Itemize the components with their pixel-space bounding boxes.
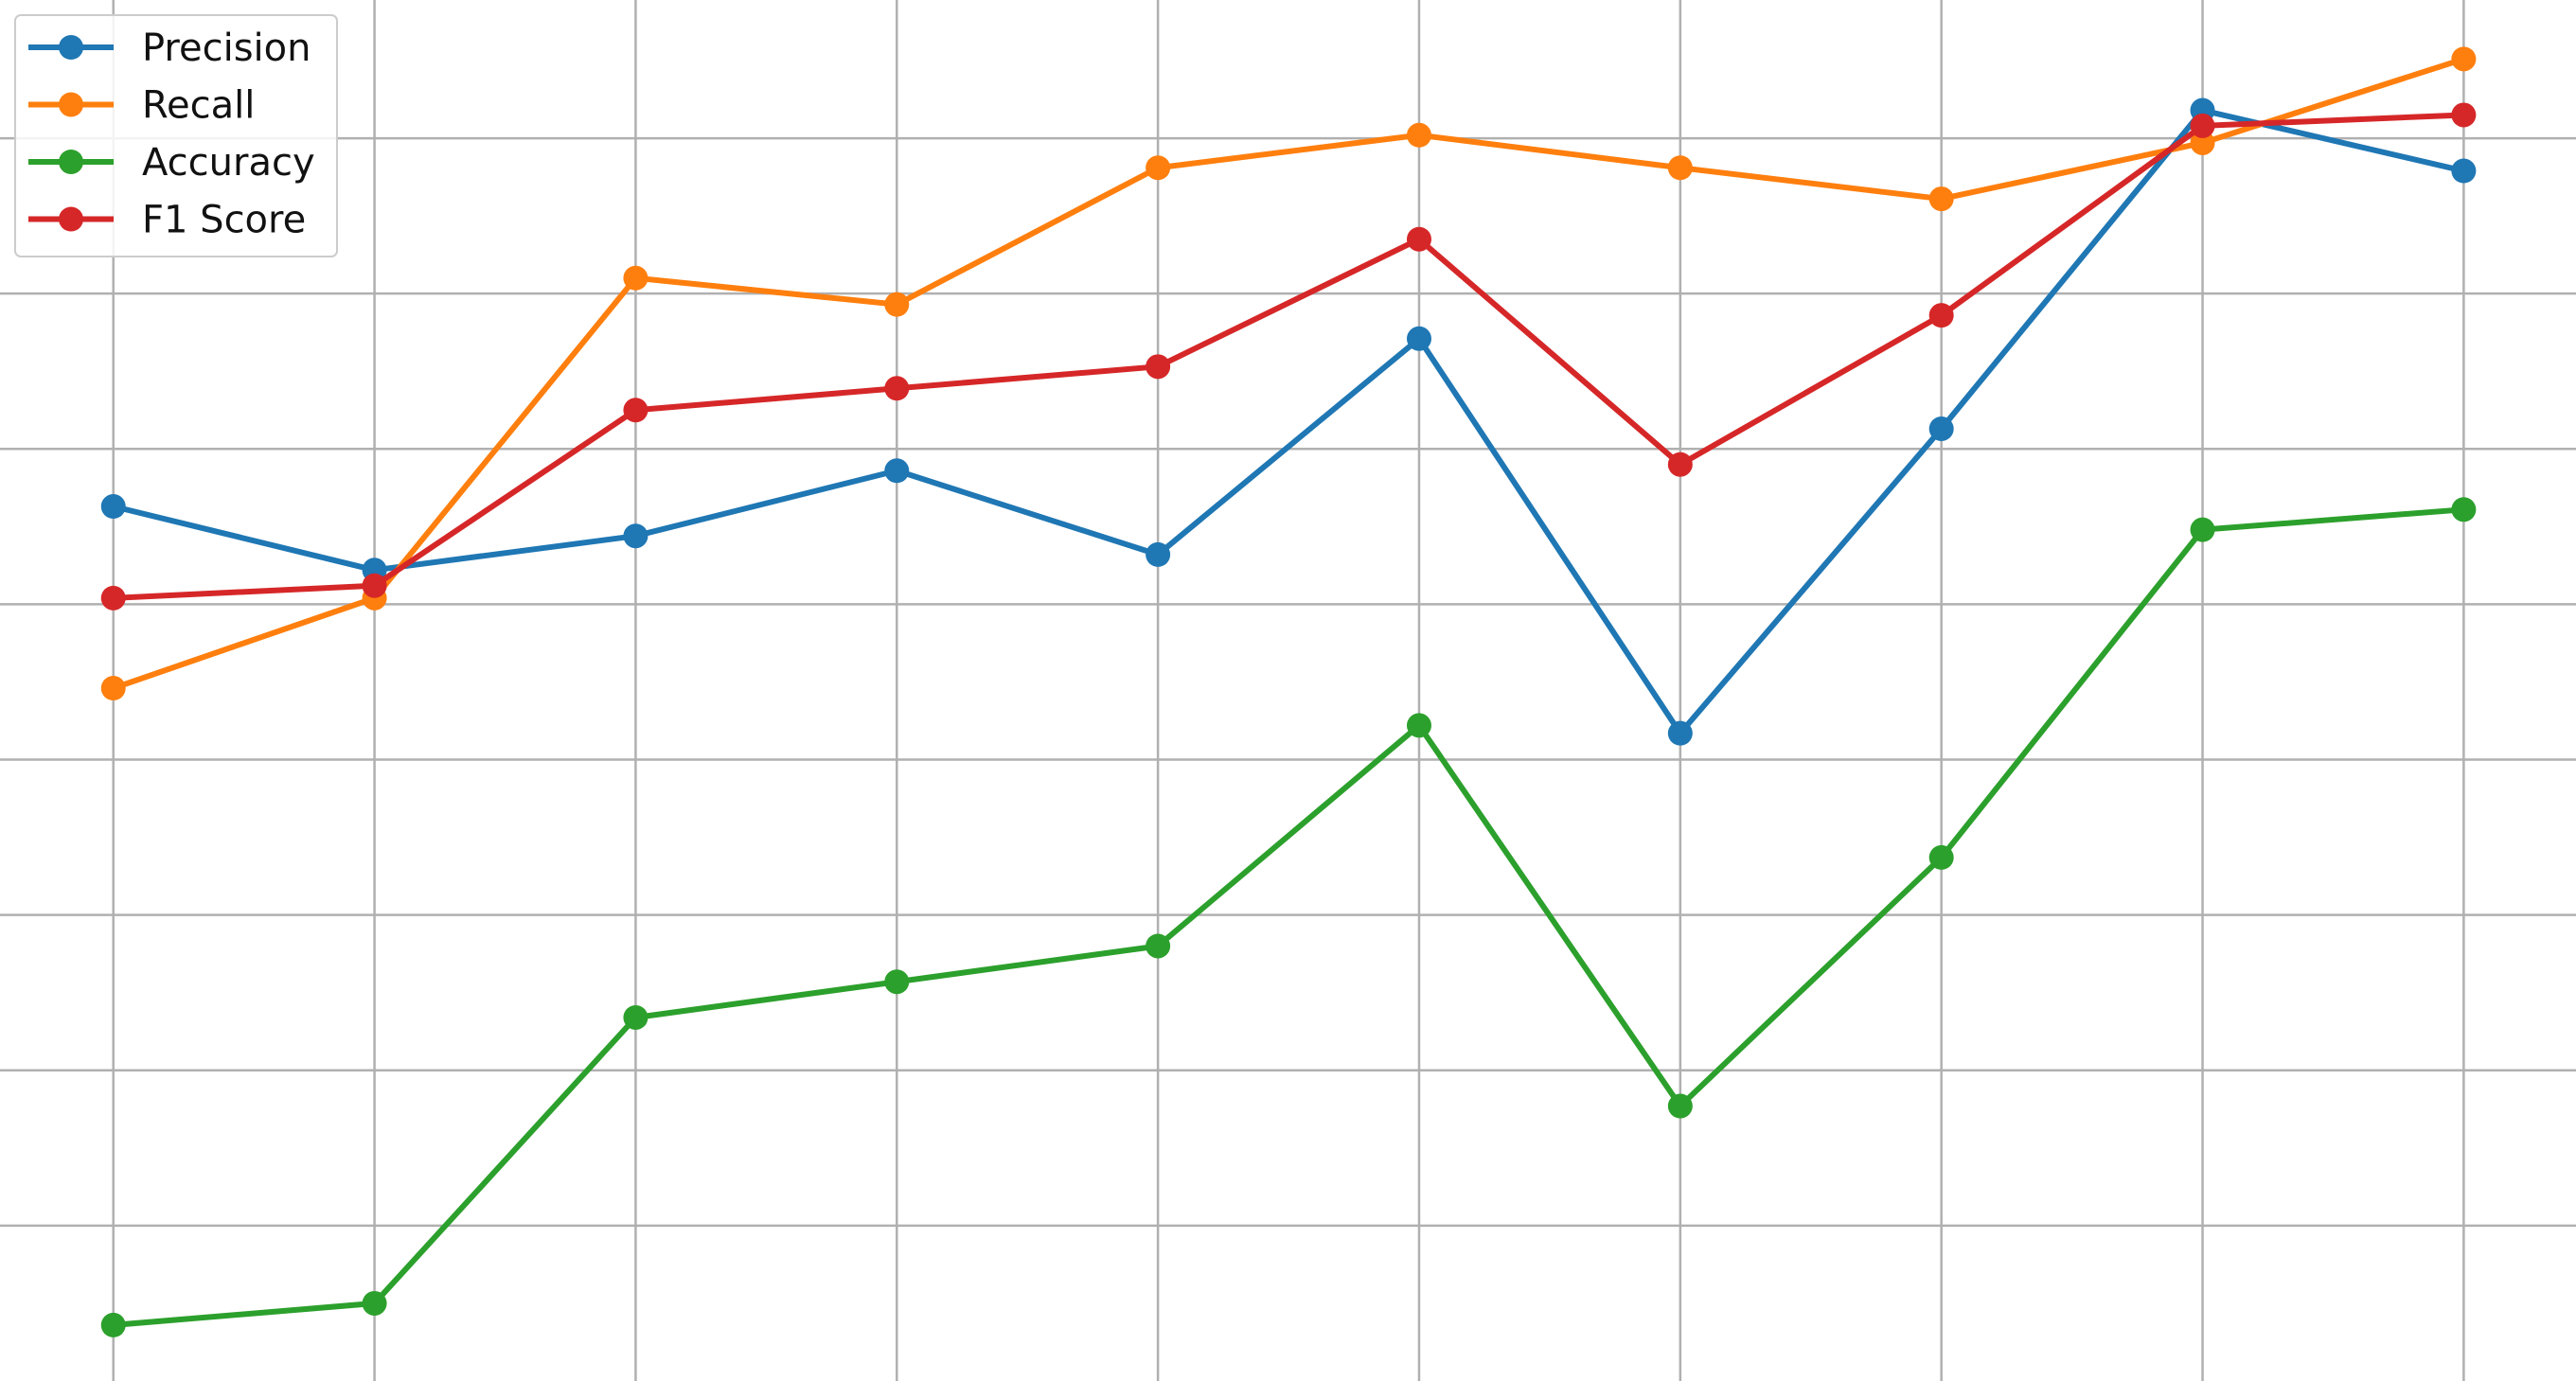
point-precision (884, 458, 910, 484)
series-precision (100, 97, 2477, 746)
point-precision (1667, 720, 1693, 746)
legend-box (14, 14, 338, 257)
point-f1-score (884, 376, 910, 401)
point-recall (100, 676, 126, 701)
legend-marker (59, 206, 83, 232)
legend-item-f1-score: F1 Score (28, 199, 306, 242)
series-f1-score (100, 102, 2477, 611)
point-accuracy (884, 969, 910, 995)
point-precision (100, 494, 126, 520)
point-recall (1406, 122, 1431, 148)
legend-item-recall: Recall (28, 84, 255, 128)
line-f1-score (113, 112, 2464, 601)
legend-marker (59, 92, 83, 117)
line-recall (112, 56, 2465, 691)
series-lines (100, 46, 2477, 1337)
legend-marker (59, 150, 83, 174)
point-f1-score (100, 585, 126, 611)
point-accuracy (623, 1004, 648, 1030)
point-precision (1406, 326, 1431, 351)
legend-label: Accuracy (142, 141, 315, 185)
point-f1-score (1406, 226, 1431, 252)
point-f1-score (1146, 354, 1171, 380)
point-f1-score (623, 398, 648, 423)
line-precision (113, 107, 2465, 736)
point-f1-score (2451, 102, 2477, 128)
series-accuracy (100, 497, 2477, 1337)
point-accuracy (2451, 497, 2477, 522)
point-recall (2190, 130, 2215, 155)
point-accuracy (1146, 933, 1171, 959)
point-accuracy (362, 1290, 387, 1316)
point-precision (623, 523, 648, 549)
point-f1-score (362, 573, 387, 598)
legend-marker (59, 35, 83, 60)
point-recall (1667, 155, 1693, 181)
point-f1-score (2190, 113, 2215, 138)
point-accuracy (100, 1312, 126, 1337)
point-recall (623, 265, 648, 291)
point-recall (1928, 186, 1954, 212)
point-recall (2451, 46, 2477, 72)
point-recall (1146, 155, 1171, 181)
point-accuracy (2190, 517, 2215, 542)
point-precision (2451, 158, 2477, 184)
point-accuracy (1406, 713, 1431, 738)
point-accuracy (1667, 1093, 1693, 1119)
point-precision (1928, 416, 1954, 441)
series-recall (100, 46, 2477, 701)
point-f1-score (1928, 303, 1954, 328)
legend-label: Recall (142, 84, 255, 128)
point-recall (884, 292, 910, 317)
point-f1-score (1667, 451, 1693, 477)
legend-label: Precision (142, 27, 311, 70)
legend: Precision Recall Accuracy F1 Score (14, 14, 338, 257)
point-accuracy (1928, 844, 1954, 870)
legend-item-precision: Precision (28, 27, 311, 70)
legend-item-accuracy: Accuracy (28, 141, 315, 185)
line-accuracy (113, 506, 2464, 1328)
legend-label: F1 Score (142, 199, 306, 242)
point-precision (1146, 541, 1171, 567)
